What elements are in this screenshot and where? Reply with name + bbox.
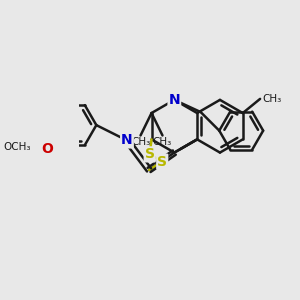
Text: S: S <box>145 147 155 161</box>
Text: CH₃: CH₃ <box>153 137 172 147</box>
Text: CH₃: CH₃ <box>262 94 281 104</box>
Text: N: N <box>169 93 180 107</box>
Text: OCH₃: OCH₃ <box>3 142 31 152</box>
Text: O: O <box>41 142 53 156</box>
Text: CH₃: CH₃ <box>131 137 150 147</box>
Text: N: N <box>121 134 133 147</box>
Text: S: S <box>157 154 167 169</box>
